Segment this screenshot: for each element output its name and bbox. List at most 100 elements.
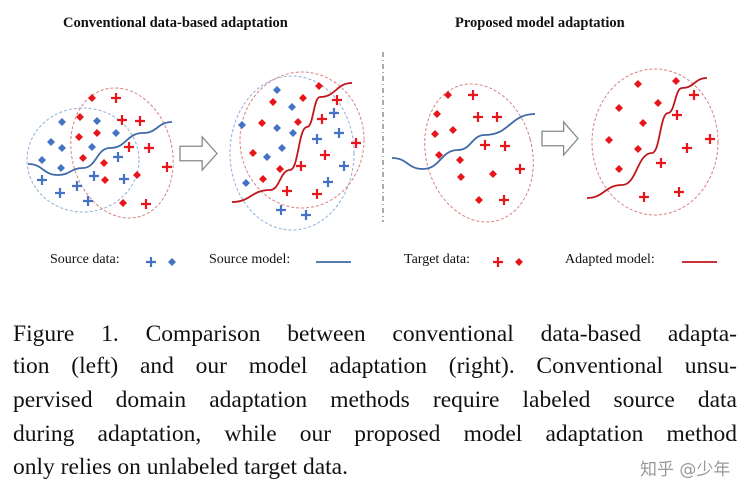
plus-point <box>672 110 682 120</box>
source-model-curve <box>27 121 173 176</box>
target-domain-ellipse <box>424 83 534 223</box>
adapted-model-curve <box>231 82 353 203</box>
diamond-point <box>288 103 296 111</box>
plus-point <box>37 175 47 185</box>
legend-source-data: Source data: <box>50 252 120 267</box>
plus-point <box>301 210 311 220</box>
plus-point <box>135 116 145 126</box>
target-domain-ellipse <box>70 87 174 219</box>
plus-point <box>117 115 127 125</box>
diamond-point <box>515 258 523 266</box>
diamond-point <box>639 119 647 127</box>
diamond-point <box>457 173 465 181</box>
plus-point <box>317 114 327 124</box>
diamond-point <box>242 179 250 187</box>
diamond-point <box>294 118 302 126</box>
legend-target-data: Target data: <box>404 252 471 267</box>
diamond-point <box>276 165 284 173</box>
plus-point <box>639 192 649 202</box>
diamond-point <box>259 175 267 183</box>
diamond-point <box>47 138 55 146</box>
diamond-point <box>168 258 176 266</box>
plus-point <box>500 141 510 151</box>
diamond-point <box>456 156 464 164</box>
diamond-point <box>672 77 680 85</box>
plus-point <box>332 95 342 105</box>
plus-point <box>468 90 478 100</box>
diamond-point <box>101 176 109 184</box>
plus-point <box>89 171 99 181</box>
source-domain-ellipse <box>26 107 140 213</box>
diamond-point <box>433 110 441 118</box>
diamond-point <box>449 126 457 134</box>
diamond-point <box>238 121 246 129</box>
plus-point <box>72 181 82 191</box>
plus-point <box>689 90 699 100</box>
diamond-point <box>249 149 257 157</box>
plus-point <box>329 108 339 118</box>
diamond-point <box>93 129 101 137</box>
target-domain-ellipse <box>591 68 719 216</box>
diamond-point <box>88 94 96 102</box>
diamond-point <box>299 94 307 102</box>
diamond-point <box>489 170 497 178</box>
caption-line: pervised domain adaptation methods requi… <box>13 387 737 413</box>
diamond-point <box>58 118 66 126</box>
diamond-point <box>634 145 642 153</box>
right-arrow-icon <box>179 135 218 172</box>
diamond-point <box>634 80 642 88</box>
caption-line: tion (left) and our model adaptation (ri… <box>13 353 737 379</box>
diamond-point <box>112 129 120 137</box>
diamond-point <box>258 119 266 127</box>
plus-point <box>111 93 121 103</box>
plus-point <box>296 161 306 171</box>
diamond-point <box>263 153 271 161</box>
plus-point <box>674 187 684 197</box>
plus-point <box>141 199 151 209</box>
diamond-point <box>75 133 83 141</box>
plus-point <box>119 174 129 184</box>
plus-point <box>276 205 286 215</box>
diamond-point <box>93 117 101 125</box>
plus-point <box>499 195 509 205</box>
watermark: 知乎 @少年 <box>640 460 731 480</box>
plus-point <box>312 134 322 144</box>
caption-line: during adaptation, while our proposed mo… <box>13 421 737 447</box>
diamond-point <box>435 151 443 159</box>
diamond-point <box>100 159 108 167</box>
plus-point <box>682 143 692 153</box>
diamond-point <box>315 82 323 90</box>
diamond-point <box>57 164 65 172</box>
diamond-point <box>38 156 46 164</box>
diamond-point <box>119 199 127 207</box>
adapted-model-curve <box>586 77 708 199</box>
diamond-point <box>273 86 281 94</box>
plus-point <box>146 257 156 267</box>
left-panel-title: Conventional data-based adaptation <box>63 15 288 31</box>
target-domain-ellipse <box>239 71 365 209</box>
plus-point <box>312 189 322 199</box>
plus-point <box>480 140 490 150</box>
plus-point <box>162 162 172 172</box>
right-panel-title: Proposed model adaptation <box>455 15 625 31</box>
diamond-point <box>289 129 297 137</box>
plus-point <box>323 177 333 187</box>
diamond-point <box>615 165 623 173</box>
diamond-point <box>444 91 452 99</box>
plus-point <box>493 257 503 267</box>
plus-point <box>705 134 715 144</box>
plus-point <box>55 188 65 198</box>
diamond-point <box>278 144 286 152</box>
diamond-point <box>88 143 96 151</box>
diamond-point <box>475 196 483 204</box>
legend-source-model: Source model: <box>209 252 291 267</box>
diamond-point <box>58 144 66 152</box>
plus-point <box>144 143 154 153</box>
diamond-point <box>269 98 277 106</box>
plus-point <box>124 142 134 152</box>
plus-point <box>334 128 344 138</box>
plus-point <box>339 161 349 171</box>
caption-line: Figure 1. Comparison between conventiona… <box>13 321 737 347</box>
plus-point <box>492 112 502 122</box>
